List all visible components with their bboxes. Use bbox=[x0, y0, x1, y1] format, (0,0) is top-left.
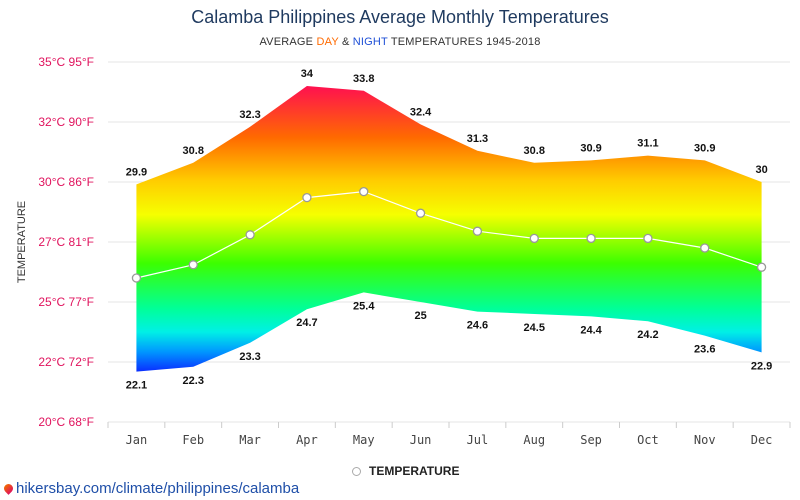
day-value-label: 30.8 bbox=[524, 145, 545, 157]
day-night-range-area bbox=[136, 86, 762, 372]
x-tick-label: Mar bbox=[239, 433, 261, 447]
day-value-label: 30.9 bbox=[580, 142, 601, 154]
x-tick-label: Oct bbox=[637, 433, 659, 447]
night-value-label: 22.1 bbox=[126, 380, 147, 392]
night-value-label: 22.3 bbox=[183, 375, 204, 387]
location-pin-icon bbox=[2, 482, 15, 495]
source-url: hikersbay.com/climate/philippines/calamb… bbox=[16, 480, 300, 497]
night-value-label: 23.6 bbox=[694, 344, 715, 356]
x-tick-label: Apr bbox=[296, 433, 318, 447]
y-tick-label: 32°C 90°F bbox=[38, 115, 94, 129]
average-temperature-point bbox=[700, 243, 710, 253]
x-tick-label: May bbox=[353, 433, 375, 447]
legend-label: TEMPERATURE bbox=[369, 464, 460, 478]
x-tick-label: Sep bbox=[580, 433, 602, 447]
average-temperature-point bbox=[529, 233, 539, 244]
x-tick-label: Jun bbox=[410, 433, 432, 447]
y-tick-label: 25°C 77°F bbox=[38, 295, 94, 309]
average-temperature-point bbox=[415, 208, 426, 218]
average-temperature-point bbox=[359, 186, 369, 197]
day-value-label: 31.1 bbox=[637, 138, 658, 150]
x-tick-label: Jul bbox=[467, 433, 489, 447]
x-tick-label: Aug bbox=[523, 433, 545, 447]
subtitle-prefix: AVERAGE bbox=[259, 36, 317, 48]
day-value-label: 31.3 bbox=[467, 133, 488, 145]
average-temperature-point bbox=[472, 226, 483, 236]
y-tick-label: 22°C 72°F bbox=[38, 355, 94, 369]
source-link[interactable]: hikersbay.com/climate/philippines/calamb… bbox=[2, 480, 300, 497]
x-tick-label: Feb bbox=[182, 433, 204, 447]
day-value-label: 32.3 bbox=[239, 109, 260, 121]
day-value-label: 32.4 bbox=[410, 106, 432, 118]
chart-subtitle: AVERAGE DAY & NIGHT TEMPERATURES 1945-20… bbox=[0, 36, 800, 48]
night-value-label: 25.4 bbox=[353, 300, 375, 312]
average-temperature-point bbox=[188, 260, 198, 270]
subtitle-amp: & bbox=[338, 36, 353, 48]
day-value-label: 33.8 bbox=[353, 73, 374, 85]
night-value-label: 23.3 bbox=[239, 351, 260, 363]
x-tick-label: Dec bbox=[751, 433, 773, 447]
y-tick-label: 35°C 95°F bbox=[38, 55, 94, 69]
subtitle-night: NIGHT bbox=[352, 36, 388, 48]
night-value-label: 24.6 bbox=[467, 320, 488, 332]
subtitle-day: DAY bbox=[316, 36, 339, 48]
y-tick-label: 30°C 86°F bbox=[38, 175, 94, 189]
legend-marker-icon bbox=[352, 466, 361, 476]
y-tick-label: 20°C 68°F bbox=[38, 415, 94, 429]
y-axis-title: TEMPERATURE bbox=[16, 201, 28, 283]
average-temperature-point bbox=[586, 233, 596, 244]
average-temperature-point bbox=[756, 262, 767, 272]
average-temperature-line bbox=[136, 190, 762, 279]
night-value-label: 25 bbox=[414, 310, 426, 322]
day-value-label: 30.8 bbox=[183, 145, 204, 157]
chart-title: Calamba Philippines Average Monthly Temp… bbox=[191, 7, 609, 27]
x-tick-label: Jan bbox=[126, 433, 148, 447]
y-tick-label: 27°C 81°F bbox=[38, 235, 94, 249]
legend[interactable]: TEMPERATURE bbox=[352, 464, 459, 478]
day-value-label: 29.9 bbox=[126, 166, 147, 178]
night-value-label: 24.5 bbox=[524, 322, 545, 334]
average-temperature-point bbox=[245, 230, 255, 240]
average-temperature-point bbox=[131, 273, 142, 283]
night-value-label: 24.4 bbox=[580, 324, 602, 336]
night-value-label: 24.2 bbox=[637, 329, 658, 341]
day-value-label: 34 bbox=[301, 68, 314, 80]
x-tick-label: Nov bbox=[694, 433, 716, 447]
night-value-label: 22.9 bbox=[751, 360, 772, 372]
night-value-label: 24.7 bbox=[296, 317, 317, 329]
subtitle-suffix: TEMPERATURES 1945-2018 bbox=[387, 36, 541, 48]
average-temperature-point bbox=[302, 192, 312, 203]
day-value-label: 30.9 bbox=[694, 142, 715, 154]
average-temperature-point bbox=[643, 233, 653, 244]
day-value-label: 30 bbox=[755, 164, 767, 176]
